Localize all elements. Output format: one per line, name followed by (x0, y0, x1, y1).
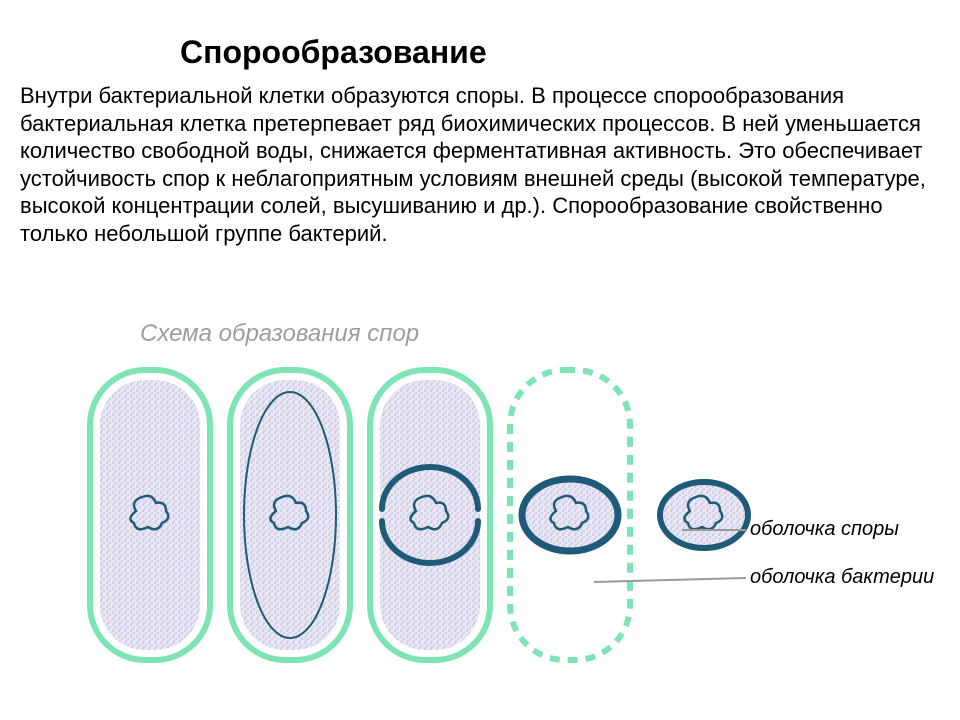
diagram-label-1: оболочка споры (750, 518, 899, 541)
diagram-subtitle: Схема образования спор (140, 320, 419, 348)
stage-4 (510, 370, 630, 660)
stage-2 (230, 370, 350, 660)
page-title: Спорообразование (180, 34, 487, 71)
stage-5 (660, 482, 748, 548)
stage-1 (90, 370, 210, 660)
diagram-label-2: оболочка бактерии (750, 566, 934, 589)
stage-3 (370, 370, 490, 660)
body-paragraph: Внутри бактериальной клетки образуются с… (20, 82, 940, 247)
